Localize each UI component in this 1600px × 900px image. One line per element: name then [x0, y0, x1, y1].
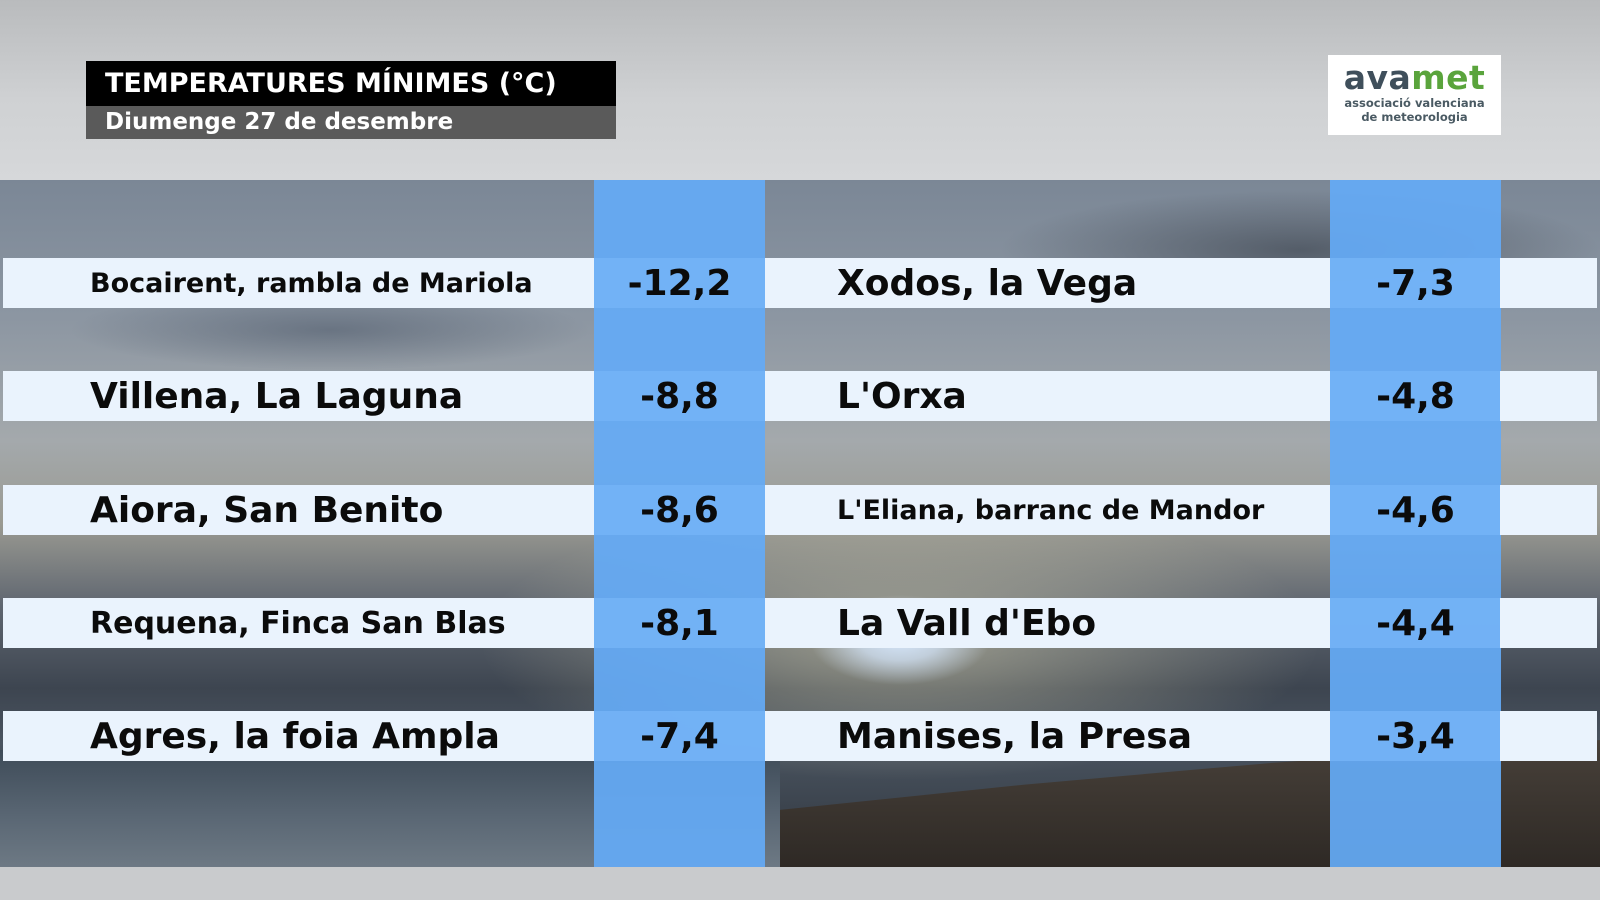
station-name: L'Eliana, barranc de Mandor: [765, 485, 1330, 535]
table-row: Bocairent, rambla de Mariola -12,2 Xodos…: [3, 258, 1597, 308]
temperature-value: -8,1: [594, 598, 765, 648]
temperature-value: -7,4: [594, 711, 765, 761]
avamet-logo: avamet associació valenciana de meteorol…: [1328, 55, 1501, 135]
row-tail: [1500, 258, 1597, 308]
logo-tagline-1: associació valenciana: [1344, 96, 1485, 110]
station-name: Manises, la Presa: [765, 711, 1330, 761]
footer-band: [0, 867, 1600, 900]
row-tail: [1500, 598, 1597, 648]
temperature-value: -4,4: [1330, 598, 1501, 648]
logo-wordmark: avamet: [1343, 58, 1486, 97]
station-name: Aiora, San Benito: [3, 485, 594, 535]
row-tail: [1500, 371, 1597, 421]
station-name: Villena, La Laguna: [3, 371, 594, 421]
temperature-value: -8,8: [594, 371, 765, 421]
temperature-value: -4,8: [1330, 371, 1501, 421]
page-title: TEMPERATURES MÍNIMES (°C): [86, 61, 616, 106]
logo-tagline-2: de meteorologia: [1361, 110, 1468, 124]
station-name: L'Orxa: [765, 371, 1330, 421]
table-row: Agres, la foia Ampla -7,4 Manises, la Pr…: [3, 711, 1597, 761]
station-name: Requena, Finca San Blas: [3, 598, 594, 648]
row-tail: [1500, 711, 1597, 761]
temperature-value: -7,3: [1330, 258, 1501, 308]
table-row: Villena, La Laguna -8,8 L'Orxa -4,8: [3, 371, 1597, 421]
temperature-value: -4,6: [1330, 485, 1501, 535]
station-name: La Vall d'Ebo: [765, 598, 1330, 648]
temperature-value: -12,2: [594, 258, 765, 308]
temperature-value: -8,6: [594, 485, 765, 535]
page-subtitle: Diumenge 27 de desembre: [86, 106, 616, 139]
station-name: Xodos, la Vega: [765, 258, 1330, 308]
station-name: Bocairent, rambla de Mariola: [3, 258, 594, 308]
table-row: Requena, Finca San Blas -8,1 La Vall d'E…: [3, 598, 1597, 648]
temperature-value: -3,4: [1330, 711, 1501, 761]
row-tail: [1500, 485, 1597, 535]
table-row: Aiora, San Benito -8,6 L'Eliana, barranc…: [3, 485, 1597, 535]
station-name: Agres, la foia Ampla: [3, 711, 594, 761]
